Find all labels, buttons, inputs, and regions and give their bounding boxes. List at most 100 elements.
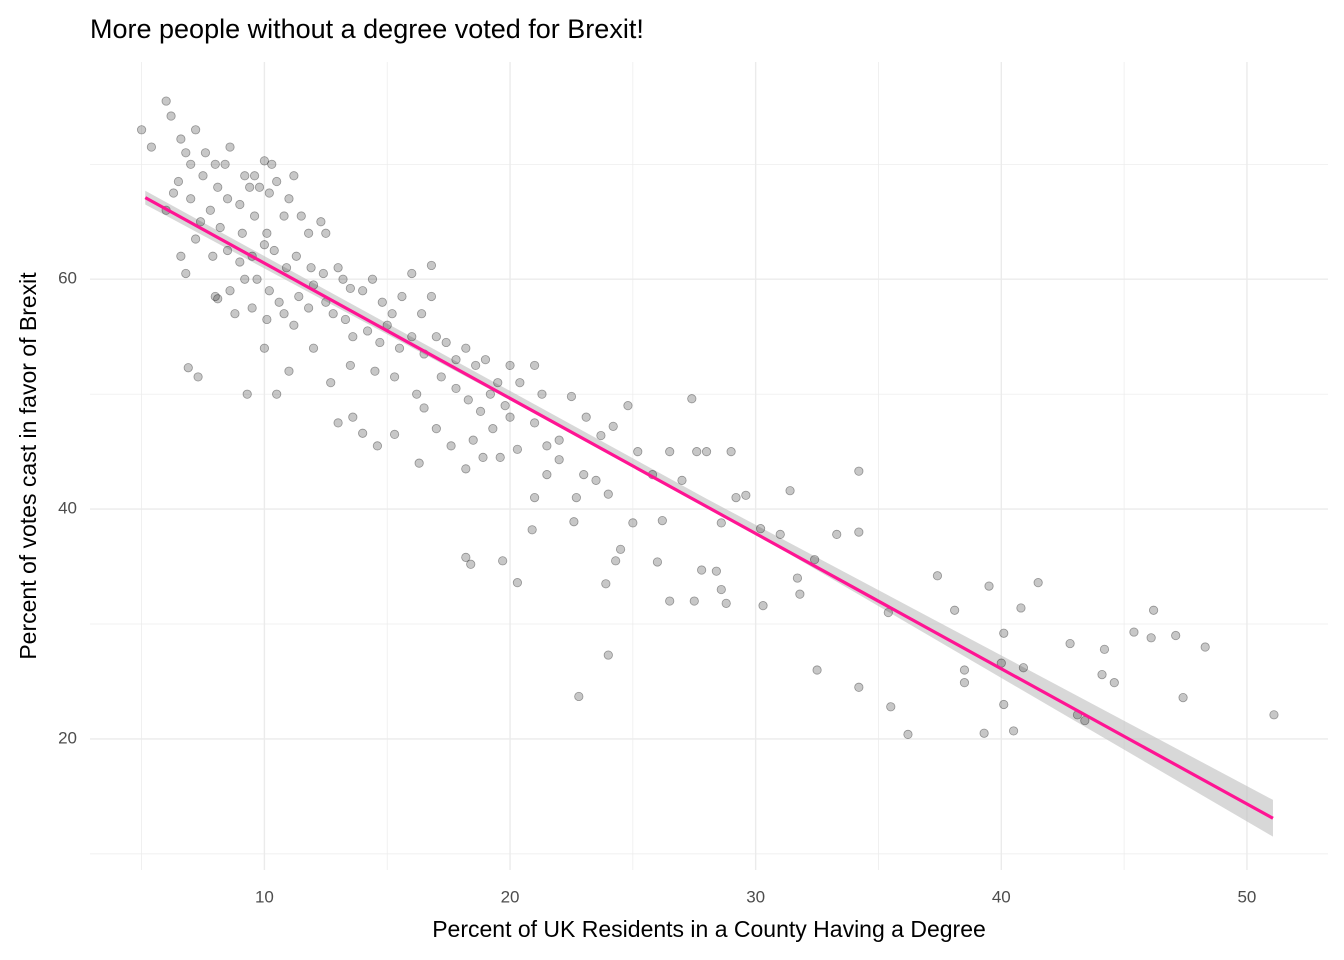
y-tick-label: 20 <box>58 728 77 747</box>
point <box>810 555 820 565</box>
point <box>554 455 564 465</box>
point <box>267 159 277 169</box>
point <box>478 452 488 462</box>
point <box>249 211 260 221</box>
point <box>362 326 373 336</box>
x-tick-label: 10 <box>255 887 274 906</box>
x-tick-label: 50 <box>1237 887 1256 906</box>
point <box>186 194 196 204</box>
point <box>529 360 540 371</box>
point <box>984 581 994 591</box>
point <box>247 303 257 313</box>
point <box>1099 644 1110 654</box>
x-tick-label: 30 <box>746 887 765 906</box>
point <box>215 222 225 233</box>
point <box>225 142 235 152</box>
point <box>375 337 385 348</box>
point <box>854 527 864 537</box>
point <box>716 584 726 595</box>
point <box>512 578 523 588</box>
point <box>959 665 970 675</box>
point <box>1146 633 1156 643</box>
point <box>414 458 424 468</box>
point <box>505 360 515 371</box>
point <box>259 240 270 250</box>
point <box>1171 630 1181 641</box>
point <box>731 493 741 503</box>
point <box>242 389 252 399</box>
point <box>348 332 358 342</box>
point <box>279 211 289 221</box>
point <box>181 268 191 279</box>
point <box>485 389 495 399</box>
point <box>328 309 338 319</box>
point <box>235 199 245 210</box>
point <box>269 245 279 256</box>
point <box>205 205 215 215</box>
point <box>274 297 284 307</box>
point <box>173 176 184 187</box>
point <box>652 557 663 567</box>
point <box>237 228 247 238</box>
point <box>318 268 328 279</box>
point <box>213 182 223 192</box>
point <box>812 665 822 675</box>
point <box>1200 642 1210 652</box>
point <box>377 297 387 307</box>
point <box>338 274 348 284</box>
point <box>758 601 768 611</box>
point <box>176 134 186 144</box>
point <box>471 360 481 371</box>
point <box>431 332 441 342</box>
point <box>235 257 245 267</box>
point <box>193 372 203 382</box>
point <box>419 403 429 413</box>
point <box>279 309 289 319</box>
point <box>591 475 601 485</box>
point <box>1018 663 1029 673</box>
point <box>785 486 795 496</box>
point <box>527 525 537 535</box>
point <box>340 314 351 325</box>
point <box>220 159 230 169</box>
point <box>240 274 250 284</box>
point <box>451 355 461 365</box>
point <box>397 291 407 302</box>
point <box>181 148 191 158</box>
y-tick-label: 60 <box>58 269 77 288</box>
point <box>306 263 316 273</box>
point <box>370 366 380 376</box>
point <box>213 294 223 304</box>
point <box>245 182 255 192</box>
point <box>466 559 476 569</box>
point <box>308 343 319 353</box>
point <box>571 493 581 503</box>
point <box>657 515 667 526</box>
point <box>191 234 201 244</box>
point <box>389 429 400 439</box>
point <box>692 447 702 457</box>
point <box>230 309 240 319</box>
point <box>665 447 675 457</box>
point <box>222 245 233 256</box>
point <box>412 389 422 399</box>
point <box>726 447 736 457</box>
point <box>461 464 471 474</box>
point <box>183 363 193 373</box>
point <box>854 466 864 476</box>
point <box>677 475 687 485</box>
point <box>222 194 233 204</box>
point <box>304 303 314 313</box>
point <box>272 389 282 399</box>
point <box>1109 678 1119 688</box>
point <box>603 489 613 499</box>
point <box>345 283 355 294</box>
point <box>488 424 498 434</box>
point <box>480 355 491 365</box>
point <box>345 360 355 371</box>
y-tick-label: 40 <box>58 499 77 518</box>
point <box>272 176 282 187</box>
point <box>259 156 270 166</box>
point <box>755 524 766 534</box>
